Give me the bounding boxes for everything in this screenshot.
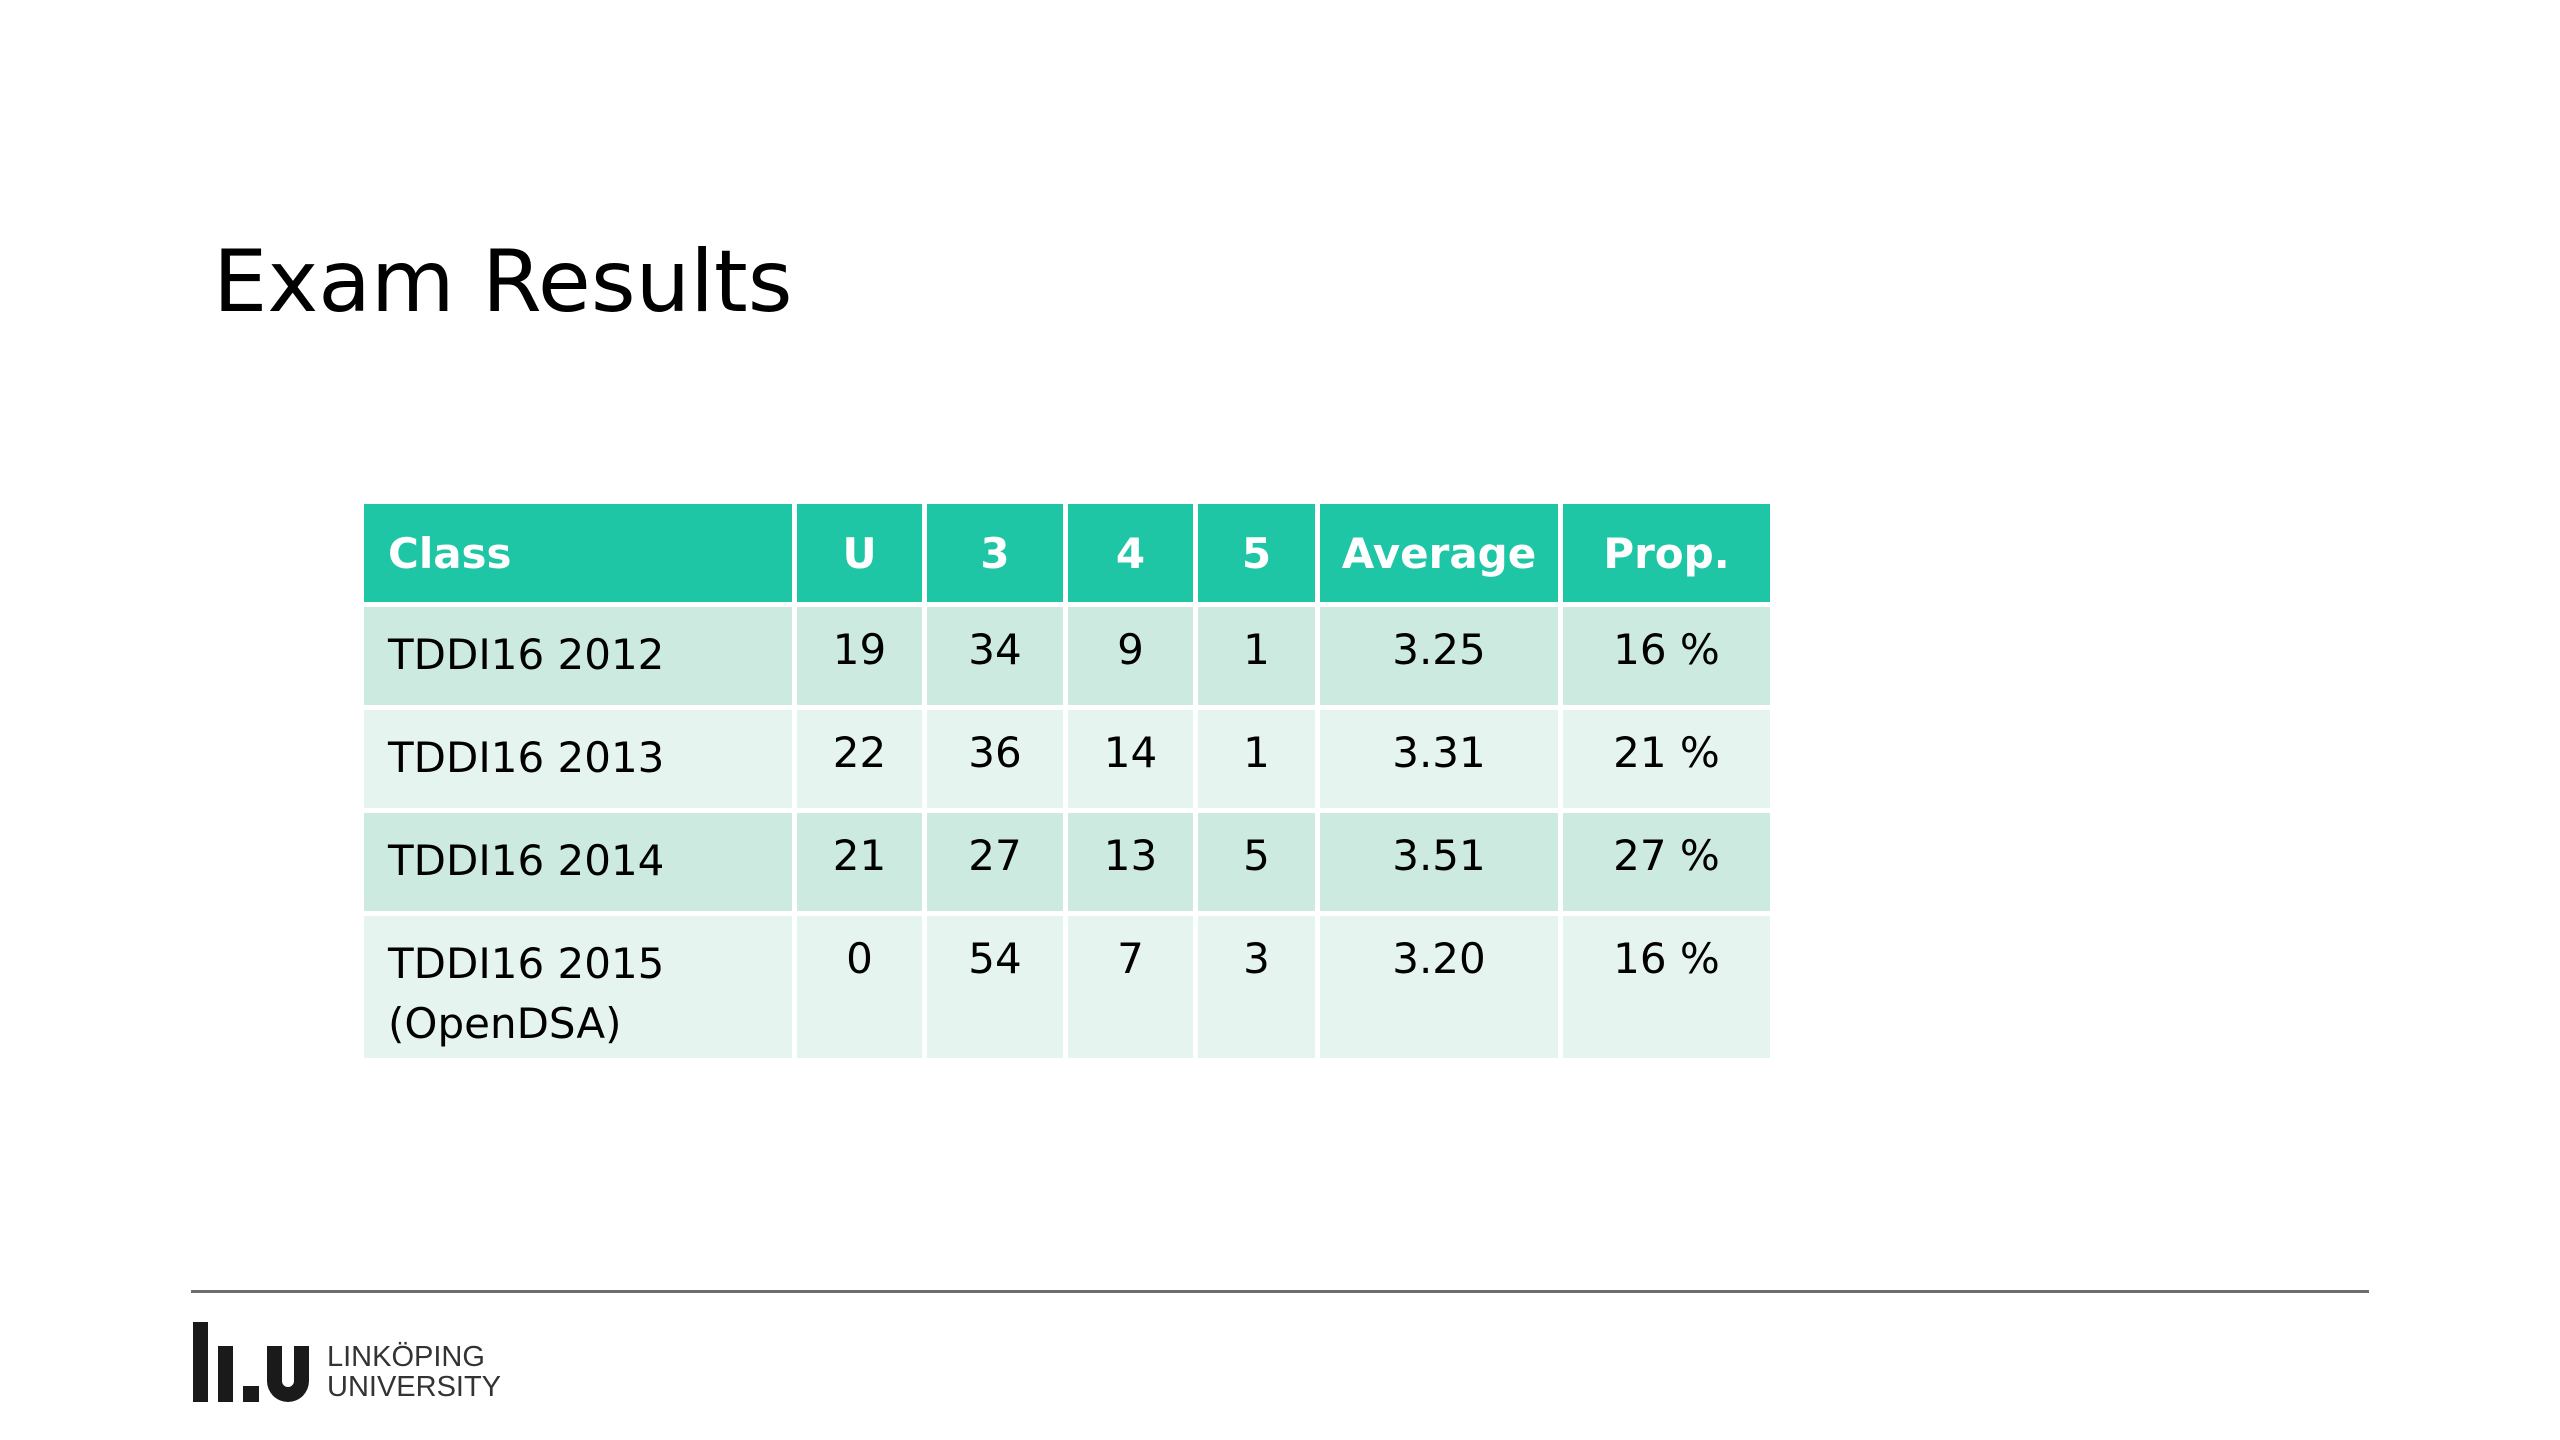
header-prop: Prop. xyxy=(1563,504,1770,602)
logo-text: LINKÖPING UNIVERSITY xyxy=(327,1342,501,1402)
cell-prop: 27 % xyxy=(1563,813,1770,911)
table-row: TDDI16 2014 21 27 13 5 3.51 27 % xyxy=(364,813,1770,911)
footer-divider xyxy=(191,1290,2369,1293)
class-label-note: (OpenDSA) xyxy=(388,999,622,1048)
table-row: TDDI16 2013 22 36 14 1 3.31 21 % xyxy=(364,710,1770,808)
logo-text-line2: UNIVERSITY xyxy=(327,1371,502,1403)
cell-class: TDDI16 2015 (OpenDSA) xyxy=(364,916,792,1058)
cell-u: 0 xyxy=(797,916,922,1058)
cell-grade-4: 13 xyxy=(1068,813,1193,911)
table-row: TDDI16 2012 19 34 9 1 3.25 16 % xyxy=(364,607,1770,705)
header-class: Class xyxy=(364,504,792,602)
cell-grade-5: 1 xyxy=(1198,607,1315,705)
cell-grade-4: 14 xyxy=(1068,710,1193,808)
logo-bar-l xyxy=(193,1322,208,1402)
logo-dot xyxy=(243,1386,259,1402)
cell-prop: 16 % xyxy=(1563,916,1770,1058)
cell-grade-4: 9 xyxy=(1068,607,1193,705)
header-grade-4: 4 xyxy=(1068,504,1193,602)
cell-average: 3.51 xyxy=(1320,813,1558,911)
table-row: TDDI16 2015 (OpenDSA) 0 54 7 3 3.20 16 % xyxy=(364,916,1770,1058)
cell-prop: 21 % xyxy=(1563,710,1770,808)
cell-grade-5: 1 xyxy=(1198,710,1315,808)
liu-logo: LINKÖPING UNIVERSITY xyxy=(193,1318,501,1402)
exam-results-table: Class U 3 4 5 Average Prop. TDDI16 2012 … xyxy=(359,499,1775,1063)
logo-u xyxy=(267,1346,309,1402)
cell-grade-3: 54 xyxy=(927,916,1063,1058)
cell-grade-3: 34 xyxy=(927,607,1063,705)
class-label: TDDI16 2013 xyxy=(388,733,665,782)
cell-class: TDDI16 2013 xyxy=(364,710,792,808)
cell-prop: 16 % xyxy=(1563,607,1770,705)
liu-logo-mark-icon xyxy=(193,1320,309,1402)
cell-average: 3.20 xyxy=(1320,916,1558,1058)
cell-grade-3: 36 xyxy=(927,710,1063,808)
slide-title: Exam Results xyxy=(213,232,793,332)
table-header-row: Class U 3 4 5 Average Prop. xyxy=(364,504,1770,602)
logo-bar-i xyxy=(218,1346,233,1402)
cell-u: 22 xyxy=(797,710,922,808)
header-average: Average xyxy=(1320,504,1558,602)
cell-grade-5: 5 xyxy=(1198,813,1315,911)
logo-text-line1: LINKÖPING xyxy=(327,1341,485,1373)
cell-average: 3.31 xyxy=(1320,710,1558,808)
class-label: TDDI16 2012 xyxy=(388,630,665,679)
cell-average: 3.25 xyxy=(1320,607,1558,705)
cell-grade-5: 3 xyxy=(1198,916,1315,1058)
header-grade-3: 3 xyxy=(927,504,1063,602)
cell-class: TDDI16 2014 xyxy=(364,813,792,911)
cell-class: TDDI16 2012 xyxy=(364,607,792,705)
cell-grade-4: 7 xyxy=(1068,916,1193,1058)
header-grade-5: 5 xyxy=(1198,504,1315,602)
cell-grade-3: 27 xyxy=(927,813,1063,911)
class-label: TDDI16 2015 xyxy=(388,939,665,988)
class-label: TDDI16 2014 xyxy=(388,836,665,885)
header-u: U xyxy=(797,504,922,602)
cell-u: 21 xyxy=(797,813,922,911)
cell-u: 19 xyxy=(797,607,922,705)
